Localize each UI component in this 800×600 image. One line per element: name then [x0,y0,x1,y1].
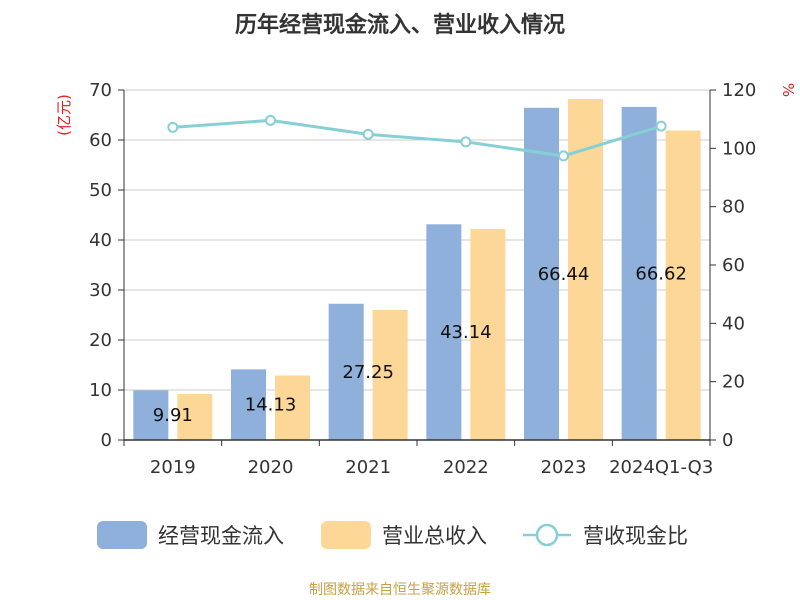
bar-revenue [275,375,310,440]
left-tick-label: 40 [89,230,112,251]
bar-cash-inflow [524,107,559,441]
left-tick-label: 30 [89,280,112,301]
ratio-point [558,150,569,162]
left-axis-unit: (亿元) [55,94,73,136]
bar-cash-inflow [231,369,266,440]
legend: 经营现金流入 营业总收入 营收现金比 [97,521,688,549]
bar-cash-inflow [621,106,657,441]
right-tick-label: 0 [722,430,733,451]
ratio-point [460,136,472,148]
bars [133,99,701,441]
ratio-point [265,114,276,126]
axes: 0 10 20 30 40 50 60 70 0 20 40 60 80 100 120 2019 2020 20… [89,80,756,478]
bar-cash-inflow [328,303,364,440]
left-tick-label: 10 [89,380,112,401]
ratio-point [655,120,667,132]
legend-label-ratio: 营收现金比 [583,524,688,548]
data-label-cash-inflow: 66.62 [635,263,687,284]
data-label-cash-inflow: 43.14 [440,322,492,343]
right-tick-label: 60 [722,255,745,276]
ratio-line-path [172,118,662,158]
right-tick-label: 40 [722,313,745,334]
x-tick-label: 2019 [150,457,196,478]
x-tick-label: 2023 [541,457,587,478]
left-tick-label: 0 [101,430,112,451]
data-label-cash-inflow: 66.44 [538,264,590,285]
data-label-cash-inflow: 14.13 [245,395,297,416]
legend-swatch-revenue [321,521,371,549]
ratio-line [167,114,667,162]
x-tick-label: 2020 [248,457,294,478]
ratio-point [362,128,374,140]
x-tick-label: 2021 [345,457,391,478]
left-tick-label: 60 [89,130,112,151]
bar-revenue [568,99,603,440]
chart-title: 历年经营现金流入、营业收入情况 [235,12,565,38]
legend-label-revenue: 营业总收入 [382,524,487,548]
bar-revenue [177,394,213,440]
data-label-cash-inflow: 9.91 [153,405,193,426]
right-tick-label: 120 [722,80,756,101]
right-tick-label: 20 [722,372,745,393]
bar-revenue [470,229,506,440]
bar-cash-inflow [426,224,462,440]
bar-revenue [665,130,701,440]
left-tick-label: 70 [89,80,112,101]
ratio-point [167,121,179,133]
left-tick-label: 20 [89,330,112,351]
bar-revenue [372,310,408,440]
data-label-cash-inflow: 27.25 [342,362,394,383]
legend-swatch-cash-inflow [97,521,147,549]
right-tick-label: 80 [722,197,745,218]
legend-marker-ratio [535,523,559,547]
legend-label-cash-inflow: 经营现金流入 [158,524,284,548]
x-tick-label: 2022 [443,457,489,478]
x-tick-label: 2024Q1-Q3 [609,457,713,478]
bar-cash-inflow [133,390,169,440]
right-tick-label: 100 [722,138,756,159]
gridlines [124,89,710,391]
right-axis-unit: % [779,83,797,97]
source-note: 制图数据来自恒生聚源数据库 [309,582,491,598]
left-tick-label: 50 [89,180,112,201]
data-labels: 9.91 14.13 27.25 43.14 66.44 66.62 [153,263,687,426]
